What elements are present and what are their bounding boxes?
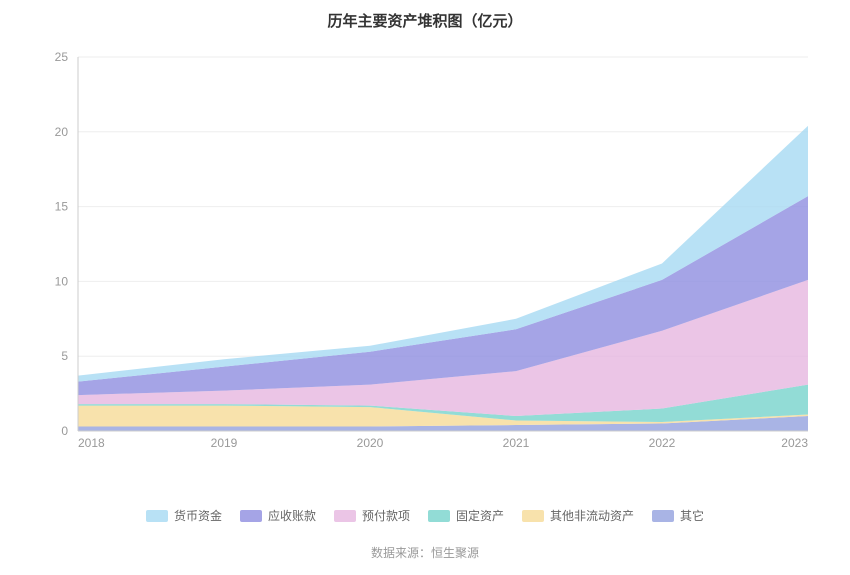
legend-item[interactable]: 应收账款	[240, 507, 316, 524]
legend-label: 其他非流动资产	[550, 507, 634, 524]
legend-item[interactable]: 其它	[652, 507, 704, 524]
svg-text:25: 25	[55, 50, 69, 64]
svg-text:2019: 2019	[211, 436, 238, 450]
svg-text:2022: 2022	[649, 436, 676, 450]
legend-swatch	[652, 510, 674, 522]
legend-swatch	[146, 510, 168, 522]
legend-item[interactable]: 预付款项	[334, 507, 410, 524]
legend-label: 应收账款	[268, 507, 316, 524]
svg-text:15: 15	[55, 200, 69, 214]
legend-label: 货币资金	[174, 507, 222, 524]
svg-text:20: 20	[55, 125, 69, 139]
svg-text:2023: 2023	[781, 436, 808, 450]
svg-text:0: 0	[61, 424, 68, 438]
legend-label: 固定资产	[456, 507, 504, 524]
chart-source: 数据来源：恒生聚源	[0, 544, 850, 561]
legend-swatch	[334, 510, 356, 522]
legend-item[interactable]: 货币资金	[146, 507, 222, 524]
svg-text:10: 10	[55, 274, 69, 288]
chart-title: 历年主要资产堆积图（亿元）	[0, 0, 850, 37]
legend-label: 预付款项	[362, 507, 410, 524]
stacked-area-svg: 0 5 10 15 20 25 2018 2019 2020 2021 2022 2023	[30, 37, 820, 457]
chart-container: 历年主要资产堆积图（亿元） 0 5 10 15 20 25 2018 2019 2020 2021…	[0, 0, 850, 575]
svg-text:5: 5	[61, 349, 68, 363]
legend-swatch	[428, 510, 450, 522]
legend-swatch	[240, 510, 262, 522]
svg-text:2018: 2018	[78, 436, 105, 450]
legend-item[interactable]: 其他非流动资产	[522, 507, 634, 524]
legend-swatch	[522, 510, 544, 522]
legend-label: 其它	[680, 507, 704, 524]
legend-item[interactable]: 固定资产	[428, 507, 504, 524]
chart-legend: 货币资金 应收账款 预付款项 固定资产 其他非流动资产 其它	[0, 507, 850, 524]
svg-text:2021: 2021	[503, 436, 530, 450]
chart-plot-area: 0 5 10 15 20 25 2018 2019 2020 2021 2022 2023	[30, 37, 820, 457]
svg-text:2020: 2020	[357, 436, 384, 450]
